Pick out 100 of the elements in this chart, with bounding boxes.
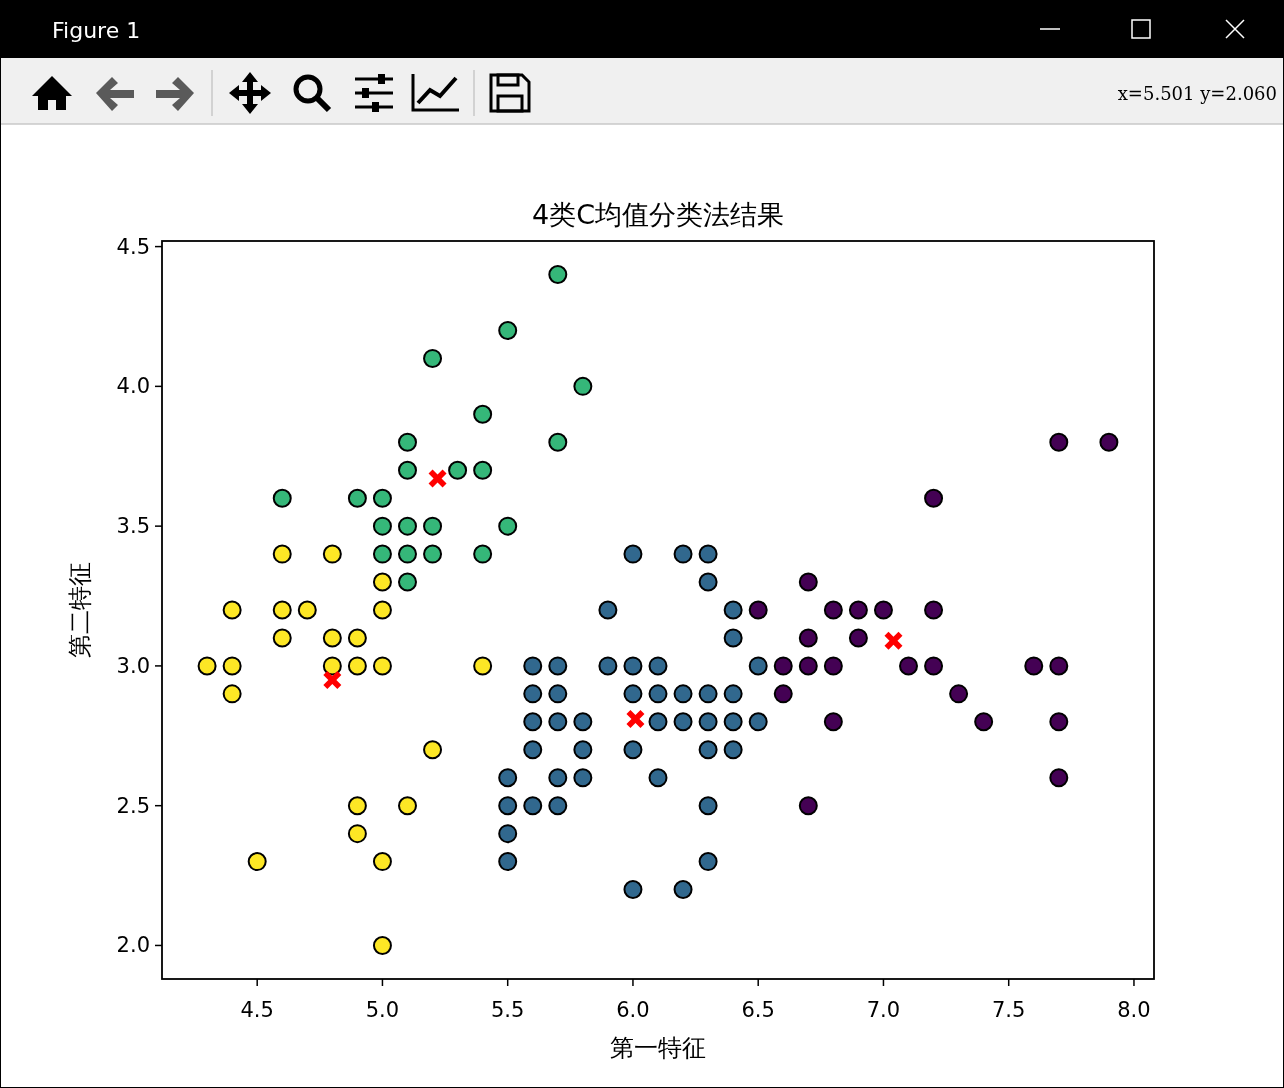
point xyxy=(548,684,568,704)
point xyxy=(698,544,718,564)
point xyxy=(272,628,292,648)
point xyxy=(798,796,818,816)
y-axis-title: 第二特征 xyxy=(66,562,94,658)
point xyxy=(222,600,242,620)
point xyxy=(673,880,693,900)
point xyxy=(473,460,493,480)
point xyxy=(498,516,518,536)
point xyxy=(498,320,518,340)
point xyxy=(222,656,242,676)
point xyxy=(247,852,267,872)
point xyxy=(272,488,292,508)
point xyxy=(698,740,718,760)
point xyxy=(548,768,568,788)
point xyxy=(873,600,893,620)
point xyxy=(598,656,618,676)
point xyxy=(473,656,493,676)
point xyxy=(523,796,543,816)
point xyxy=(673,684,693,704)
point xyxy=(748,712,768,732)
point xyxy=(884,631,903,650)
point xyxy=(272,600,292,620)
point xyxy=(428,469,447,488)
x-tick-label: 5.0 xyxy=(365,998,400,1022)
x-tick-label: 7.5 xyxy=(992,998,1026,1022)
y-tick-label: 4.0 xyxy=(116,374,150,399)
caption: Figure 1 xyxy=(52,18,141,43)
point xyxy=(347,488,367,508)
point xyxy=(798,572,818,592)
point xyxy=(423,544,443,564)
point xyxy=(498,796,518,816)
point xyxy=(398,432,417,452)
point xyxy=(623,656,643,676)
point xyxy=(523,684,543,704)
point xyxy=(347,796,367,816)
point xyxy=(297,600,317,620)
point xyxy=(372,852,392,872)
point xyxy=(723,712,743,732)
x-tick-label: 6.0 xyxy=(616,998,650,1022)
point xyxy=(598,600,618,620)
point xyxy=(372,488,392,508)
point xyxy=(347,656,367,676)
point xyxy=(723,740,743,760)
point xyxy=(423,740,443,760)
y-tick-label: 2.0 xyxy=(116,933,150,958)
point xyxy=(698,796,718,816)
point xyxy=(924,600,944,620)
point xyxy=(548,712,568,732)
x-tick-label: 4.5 xyxy=(240,998,274,1022)
point xyxy=(949,684,969,704)
point xyxy=(626,710,645,729)
y-tick-label: 2.5 xyxy=(116,793,150,818)
y-tick-label: 4.5 xyxy=(116,234,150,259)
point xyxy=(673,544,693,564)
point xyxy=(748,600,768,620)
point xyxy=(398,460,417,480)
point xyxy=(623,684,643,704)
point xyxy=(573,768,593,788)
point xyxy=(848,600,868,620)
point xyxy=(372,935,392,955)
point xyxy=(924,488,944,508)
x-tick-label: 8.0 xyxy=(1117,998,1151,1022)
point xyxy=(623,544,643,564)
point xyxy=(698,712,718,732)
point xyxy=(523,740,543,760)
point xyxy=(673,712,693,732)
point xyxy=(398,796,417,816)
point xyxy=(623,880,643,900)
point xyxy=(322,656,342,676)
point xyxy=(823,656,843,676)
point xyxy=(473,544,493,564)
point xyxy=(899,656,919,676)
point xyxy=(573,376,593,396)
point xyxy=(498,824,518,844)
point xyxy=(372,544,392,564)
point xyxy=(498,852,518,872)
point xyxy=(372,600,392,620)
point xyxy=(648,684,668,704)
point xyxy=(648,656,668,676)
point xyxy=(372,516,392,536)
point xyxy=(773,684,793,704)
point xyxy=(322,628,342,648)
point xyxy=(648,768,668,788)
point xyxy=(398,544,417,564)
x-tick-label: 6.5 xyxy=(741,998,775,1022)
point xyxy=(548,265,568,285)
point xyxy=(423,516,443,536)
point xyxy=(924,656,944,676)
point xyxy=(698,684,718,704)
point xyxy=(823,712,843,732)
y-tick-label: 3.0 xyxy=(116,653,150,678)
point xyxy=(347,824,367,844)
point xyxy=(823,600,843,620)
point xyxy=(1049,768,1069,788)
point xyxy=(347,628,367,648)
point xyxy=(272,544,292,564)
point xyxy=(548,656,568,676)
x-tick-label: 7.0 xyxy=(866,998,901,1022)
point xyxy=(623,740,643,760)
